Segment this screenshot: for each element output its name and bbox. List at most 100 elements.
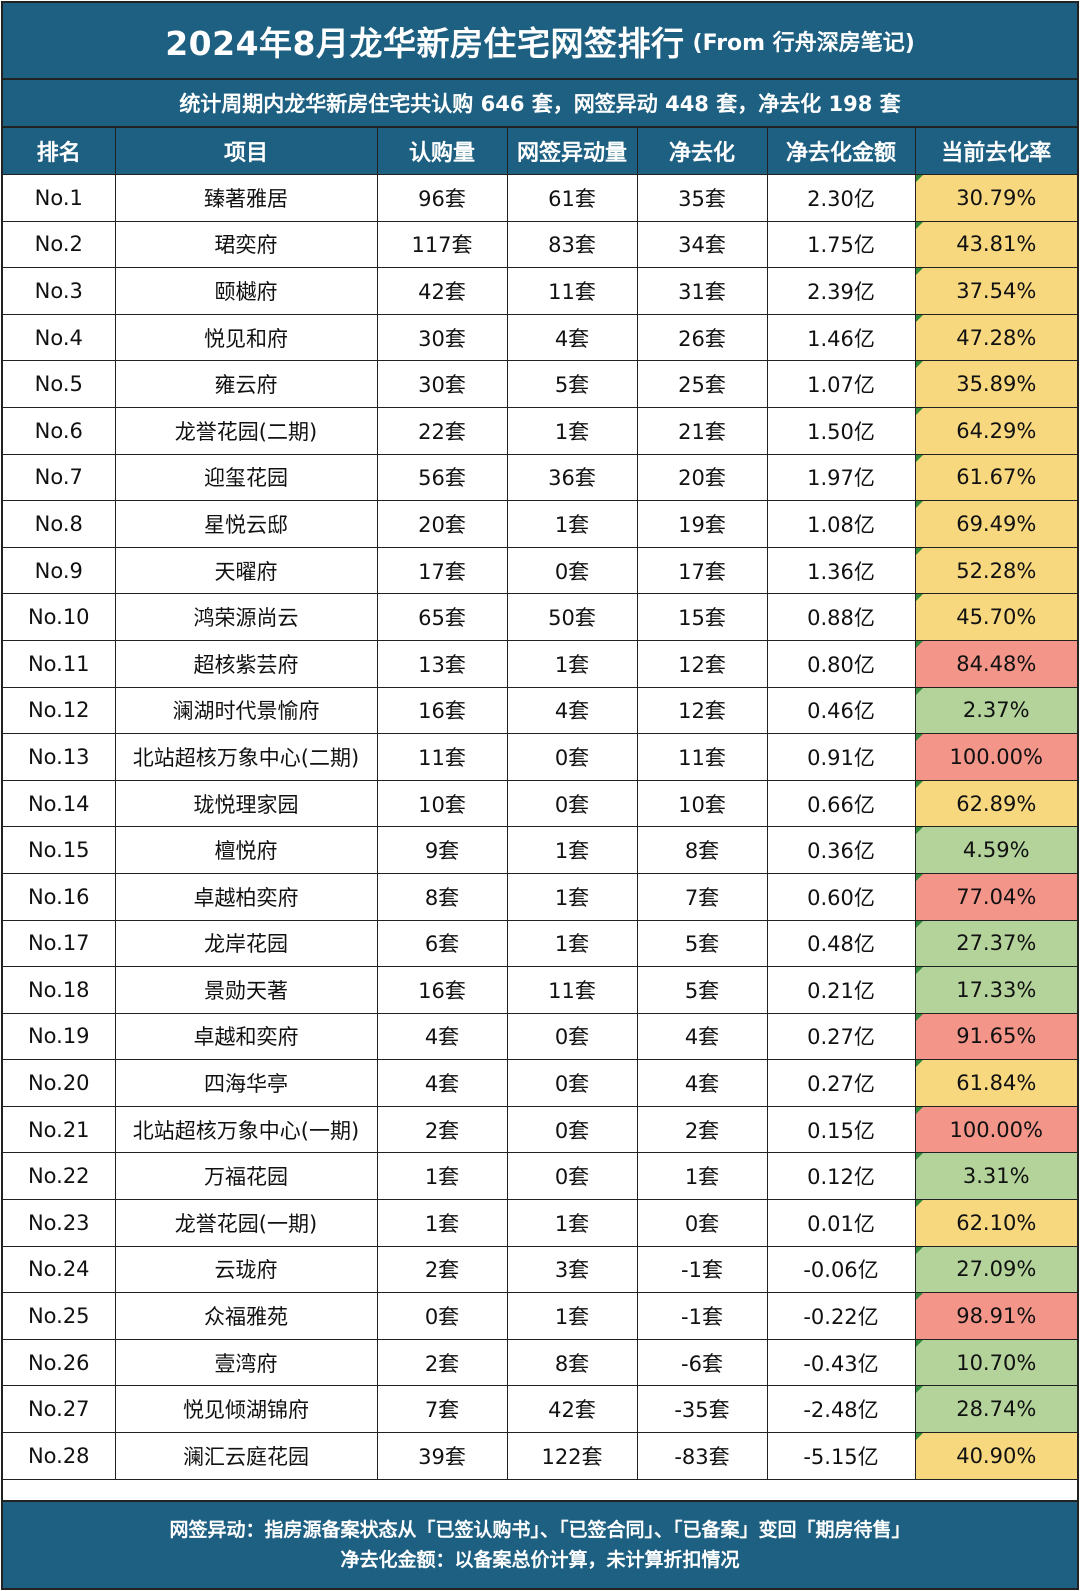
table-row: No.9 天曜府 17套 0套 17套 1.36亿 52.28% — [3, 546, 1077, 595]
cell-rate: 61.84% — [914, 1059, 1077, 1107]
table-row: No.14 珑悦理家园 10套 0套 10套 0.66亿 62.89% — [3, 779, 1077, 828]
cell-net: 11套 — [636, 733, 768, 781]
cell-project: 四海华亭 — [114, 1059, 378, 1107]
cell-project: 龙誉花园(二期) — [114, 406, 378, 455]
cell-net: 0套 — [636, 1199, 768, 1247]
cell-amount: -0.06亿 — [766, 1245, 916, 1294]
table-row: No.28 澜汇云庭花园 39套 122套 -83套 -5.15亿 40.90% — [3, 1432, 1077, 1480]
cell-changed: 0套 — [506, 779, 638, 828]
table-row: No.17 龙岸花园 6套 1套 5套 0.48亿 27.37% — [3, 919, 1077, 968]
cell-rate: 52.28% — [914, 546, 1077, 595]
cell-subscribed: 39套 — [376, 1432, 508, 1480]
table-body: No.1 臻著雅居 96套 61套 35套 2.30亿 30.79% No.2 珺奕府 117套 8… — [3, 174, 1077, 1480]
cell-rank: No.7 — [3, 453, 116, 502]
table-row: No.21 北站超核万象中心(一期) 2套 0套 2套 0.15亿 100.00% — [3, 1105, 1077, 1154]
cell-changed: 11套 — [506, 267, 638, 315]
cell-rank: No.22 — [3, 1152, 116, 1201]
cell-rate: 3.31% — [914, 1152, 1077, 1201]
cell-net: 25套 — [636, 360, 768, 408]
cell-net: 35套 — [636, 174, 768, 222]
cell-project: 迎玺花园 — [114, 453, 378, 502]
cell-subscribed: 2套 — [376, 1338, 508, 1387]
cell-amount: 0.15亿 — [766, 1105, 916, 1154]
cell-amount: 1.50亿 — [766, 406, 916, 455]
cell-amount: 2.39亿 — [766, 267, 916, 315]
cell-rank: No.15 — [3, 826, 116, 874]
cell-project: 北站超核万象中心(一期) — [114, 1105, 378, 1154]
cell-net: 1套 — [636, 1152, 768, 1201]
cell-amount: 0.21亿 — [766, 966, 916, 1014]
cell-changed: 8套 — [506, 1338, 638, 1387]
cell-net: 10套 — [636, 779, 768, 828]
cell-rank: No.2 — [3, 220, 116, 269]
cell-subscribed: 65套 — [376, 593, 508, 641]
cell-project: 悦见倾湖锦府 — [114, 1385, 378, 1434]
cell-rate: 35.89% — [914, 360, 1077, 408]
footer-note-2: 净去化金额：以备案总价计算，未计算折扣情况 — [340, 1549, 740, 1571]
col-header-changed: 网签异动量 — [506, 128, 638, 175]
col-header-subscribed: 认购量 — [376, 128, 508, 175]
cell-rank: No.27 — [3, 1385, 116, 1434]
cell-rate: 84.48% — [914, 639, 1077, 688]
cell-rate: 27.37% — [914, 919, 1077, 968]
cell-rate: 47.28% — [914, 313, 1077, 362]
cell-subscribed: 1套 — [376, 1152, 508, 1201]
cell-rank: No.11 — [3, 639, 116, 688]
cell-project: 卓越柏奕府 — [114, 872, 378, 921]
table-row: No.23 龙誉花园(一期) 1套 1套 0套 0.01亿 62.10% — [3, 1199, 1077, 1247]
cell-rank: No.8 — [3, 500, 116, 548]
table-row: No.11 超核紫芸府 13套 1套 12套 0.80亿 84.48% — [3, 639, 1077, 688]
cell-rate: 91.65% — [914, 1012, 1077, 1061]
cell-rank: No.5 — [3, 360, 116, 408]
cell-changed: 11套 — [506, 966, 638, 1014]
table-row: No.6 龙誉花园(二期) 22套 1套 21套 1.50亿 64.29% — [3, 406, 1077, 455]
table-header-row: 排名 项目 认购量 网签异动量 净去化 净去化金额 当前去化率 — [3, 128, 1077, 175]
cell-changed: 1套 — [506, 406, 638, 455]
cell-project: 景勋天著 — [114, 966, 378, 1014]
cell-subscribed: 22套 — [376, 406, 508, 455]
cell-amount: 1.08亿 — [766, 500, 916, 548]
cell-amount: 1.07亿 — [766, 360, 916, 408]
cell-rate: 30.79% — [914, 174, 1077, 222]
cell-subscribed: 4套 — [376, 1012, 508, 1061]
cell-amount: 0.66亿 — [766, 779, 916, 828]
cell-rate: 10.70% — [914, 1338, 1077, 1387]
cell-subscribed: 16套 — [376, 966, 508, 1014]
cell-amount: 0.88亿 — [766, 593, 916, 641]
cell-net: 15套 — [636, 593, 768, 641]
cell-rank: No.13 — [3, 733, 116, 781]
cell-subscribed: 2套 — [376, 1105, 508, 1154]
cell-amount: 0.01亿 — [766, 1199, 916, 1247]
cell-rank: No.10 — [3, 593, 116, 641]
cell-changed: 1套 — [506, 500, 638, 548]
cell-net: 21套 — [636, 406, 768, 455]
cell-net: -35套 — [636, 1385, 768, 1434]
cell-changed: 4套 — [506, 313, 638, 362]
cell-rate: 28.74% — [914, 1385, 1077, 1434]
cell-project: 星悦云邸 — [114, 500, 378, 548]
table-row: No.15 檀悦府 9套 1套 8套 0.36亿 4.59% — [3, 826, 1077, 874]
cell-rank: No.18 — [3, 966, 116, 1014]
cell-rate: 100.00% — [914, 733, 1077, 781]
cell-subscribed: 13套 — [376, 639, 508, 688]
cell-rate: 77.04% — [914, 872, 1077, 921]
source-note: (From 行舟深房笔记) — [692, 30, 915, 56]
cell-project: 龙誉花园(一期) — [114, 1199, 378, 1247]
cell-rate: 62.10% — [914, 1199, 1077, 1247]
cell-net: 8套 — [636, 826, 768, 874]
cell-subscribed: 8套 — [376, 872, 508, 921]
cell-amount: 0.36亿 — [766, 826, 916, 874]
cell-subscribed: 30套 — [376, 313, 508, 362]
cell-rank: No.26 — [3, 1338, 116, 1387]
cell-net: 17套 — [636, 546, 768, 595]
cell-project: 檀悦府 — [114, 826, 378, 874]
cell-subscribed: 9套 — [376, 826, 508, 874]
cell-subscribed: 42套 — [376, 267, 508, 315]
cell-amount: 0.80亿 — [766, 639, 916, 688]
cell-project: 众福雅苑 — [114, 1292, 378, 1340]
cell-amount: 0.27亿 — [766, 1012, 916, 1061]
cell-amount: 0.27亿 — [766, 1059, 916, 1107]
cell-subscribed: 117套 — [376, 220, 508, 269]
table-row: No.7 迎玺花园 56套 36套 20套 1.97亿 61.67% — [3, 453, 1077, 502]
cell-subscribed: 56套 — [376, 453, 508, 502]
